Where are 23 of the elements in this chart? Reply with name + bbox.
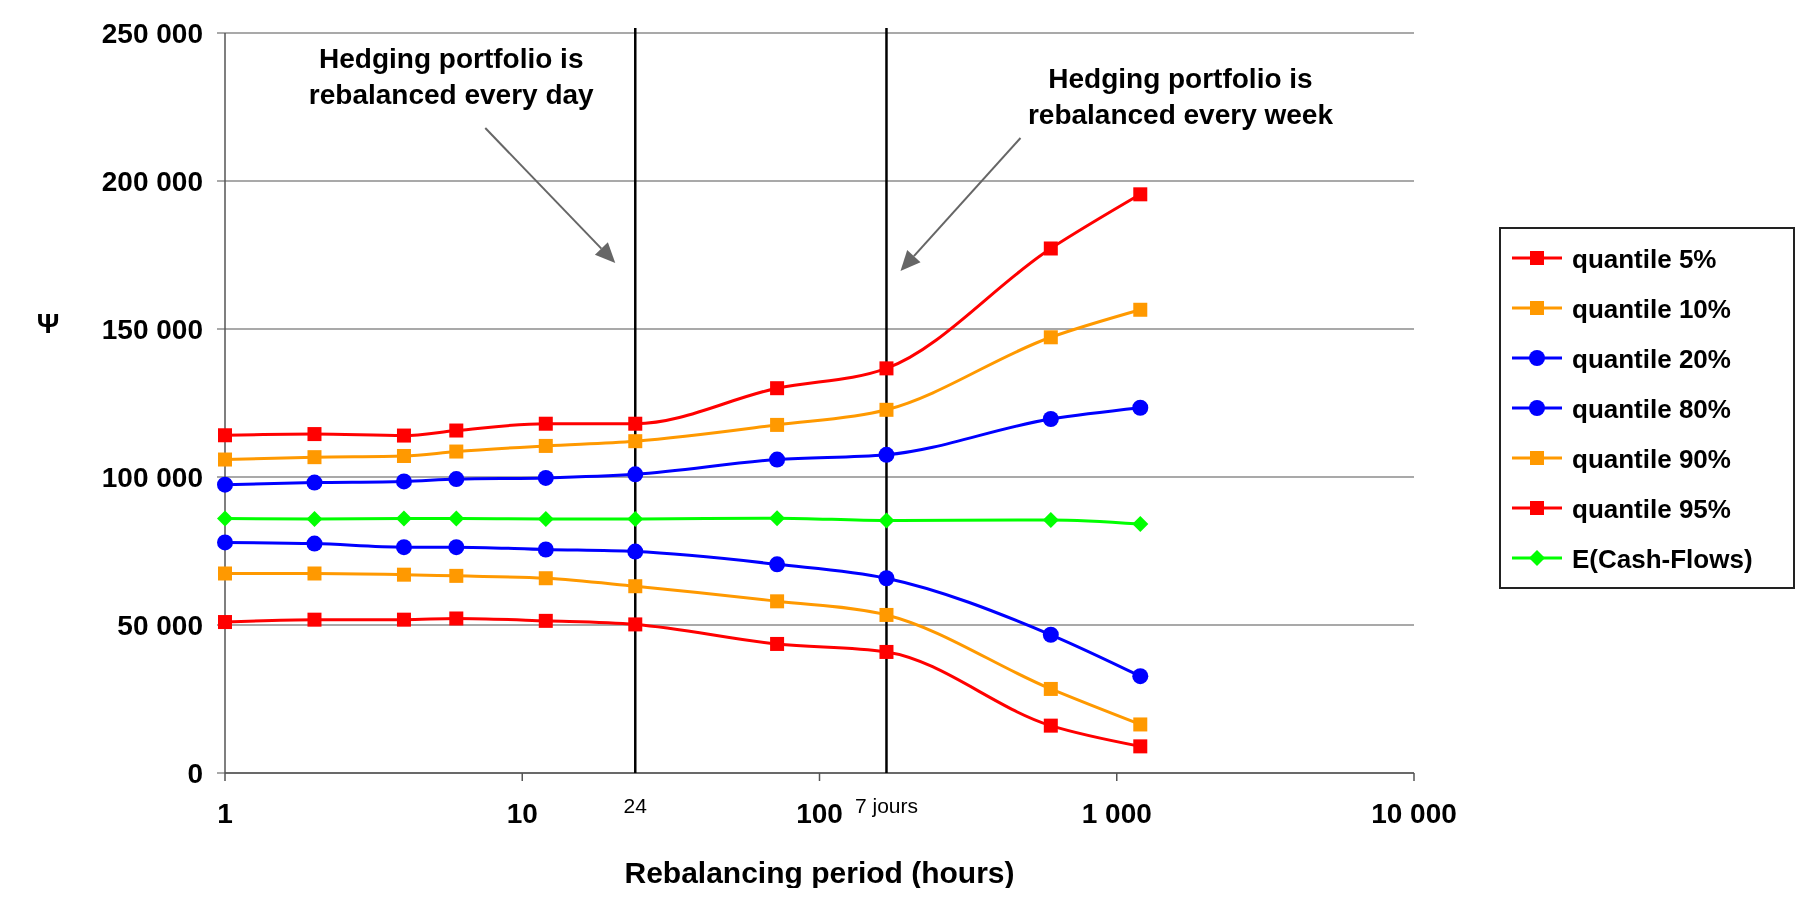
annotation: Hedging portfolio is rebalanced every week bbox=[1027, 63, 1334, 130]
x-tick-label: 10 000 bbox=[1371, 798, 1457, 829]
ref-line-label: 7 jours bbox=[854, 794, 918, 817]
y-tick-label: 50 000 bbox=[117, 610, 203, 641]
legend-label: quantile 90% bbox=[1572, 444, 1731, 474]
x-tick-label: 1 000 bbox=[1081, 798, 1152, 829]
y-tick-label: 100 000 bbox=[101, 462, 203, 493]
legend-label: quantile 20% bbox=[1572, 344, 1731, 374]
y-tick-label: 150 000 bbox=[101, 314, 203, 345]
legend-label: quantile 10% bbox=[1572, 294, 1731, 324]
x-tick-label: 1 bbox=[217, 798, 233, 829]
ref-line-label: 24 bbox=[623, 794, 648, 817]
legend-label: quantile 80% bbox=[1572, 394, 1731, 424]
y-tick-label: 200 000 bbox=[101, 166, 203, 197]
legend-label: quantile 5% bbox=[1572, 244, 1717, 274]
legend-label: E(Cash-Flows) bbox=[1572, 544, 1753, 574]
x-tick-label: 10 bbox=[506, 798, 538, 829]
x-tick-label: 100 bbox=[796, 798, 843, 829]
legend-label: quantile 95% bbox=[1572, 494, 1731, 524]
y-axis-title: Ψ bbox=[36, 308, 60, 339]
y-tick-label: 250 000 bbox=[101, 18, 203, 49]
annotation: Hedging portfolio is rebalanced every day bbox=[308, 43, 595, 110]
y-tick-label: 0 bbox=[187, 758, 203, 789]
